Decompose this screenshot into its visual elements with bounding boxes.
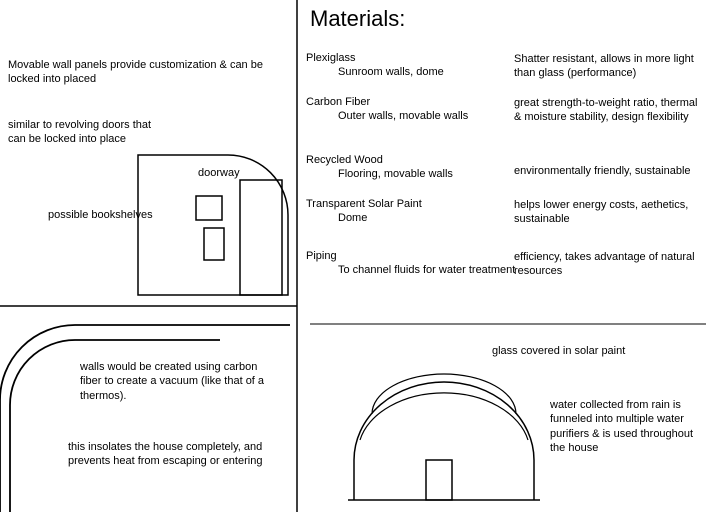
material-name: Transparent Solar Paint xyxy=(306,198,422,210)
material-name: Carbon Fiber xyxy=(306,96,370,108)
material-desc: environmentally friendly, sustainable xyxy=(514,164,704,178)
material-use: Dome xyxy=(338,212,367,224)
materials-title: Materials: xyxy=(310,6,405,32)
material-use: Flooring, movable walls xyxy=(338,168,453,180)
material-name: Piping xyxy=(306,250,337,262)
note-insulation: this insolates the house completely, and… xyxy=(68,440,288,469)
note-carbon-fiber-vacuum: walls would be created using carbon fibe… xyxy=(80,360,280,403)
material-desc: great strength-to-weight ratio, thermal … xyxy=(514,96,704,125)
material-use: Sunroom walls, dome xyxy=(338,66,444,78)
bookshelves-label: possible bookshelves xyxy=(48,208,178,222)
dome-solar-paint-label: glass covered in solar paint xyxy=(492,344,672,358)
material-desc: Shatter resistant, allows in more light … xyxy=(514,52,704,81)
note-revolving-doors: similar to revolving doors that can be l… xyxy=(8,118,168,147)
material-name: Plexiglass xyxy=(306,52,356,64)
dome-diagram xyxy=(348,374,540,500)
vacuum-wall-diagram xyxy=(0,325,290,512)
material-name: Recycled Wood xyxy=(306,154,383,166)
material-use: Outer walls, movable walls xyxy=(338,110,468,122)
note-movable-panels: Movable wall panels provide customizatio… xyxy=(8,58,278,87)
dome-water-label: water collected from rain is funneled in… xyxy=(550,398,710,455)
material-desc: efficiency, takes advantage of natural r… xyxy=(514,250,704,279)
doorway-label: doorway xyxy=(198,166,240,180)
material-use: To channel fluids for water treatment xyxy=(338,264,518,276)
material-desc: helps lower energy costs, aethetics, sus… xyxy=(514,198,704,227)
